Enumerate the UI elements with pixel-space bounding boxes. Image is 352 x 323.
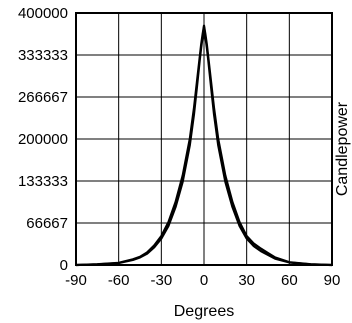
y-tick-labels: 0 66667 133333 200000 266667 333333 400000 [18,5,68,274]
x-axis-label: Degrees [174,303,234,320]
y-tick-label: 0 [60,257,68,274]
x-tick-label: 0 [200,272,208,289]
y-tick-label: 400000 [18,5,68,22]
y-tick-label: 333333 [18,47,68,64]
series-layer [75,24,333,267]
y-tick-label: 66667 [26,215,68,232]
y-tick-label: 133333 [18,173,68,190]
x-tick-label: -60 [108,272,130,289]
y-axis-label: Candlepower [334,101,351,196]
y-tick-label: 266667 [18,89,68,106]
x-tick-label: 90 [324,272,341,289]
grid [75,12,333,266]
x-tick-label: 60 [281,272,298,289]
x-tick-label: 30 [238,272,255,289]
plot-frame [75,12,333,266]
x-tick-label: -30 [150,272,172,289]
series-line-2 [75,24,333,267]
y-tick-label: 200000 [18,131,68,148]
x-tick-labels: -90 -60 -30 0 30 60 90 [65,272,340,289]
x-tick-label: -90 [65,272,87,289]
